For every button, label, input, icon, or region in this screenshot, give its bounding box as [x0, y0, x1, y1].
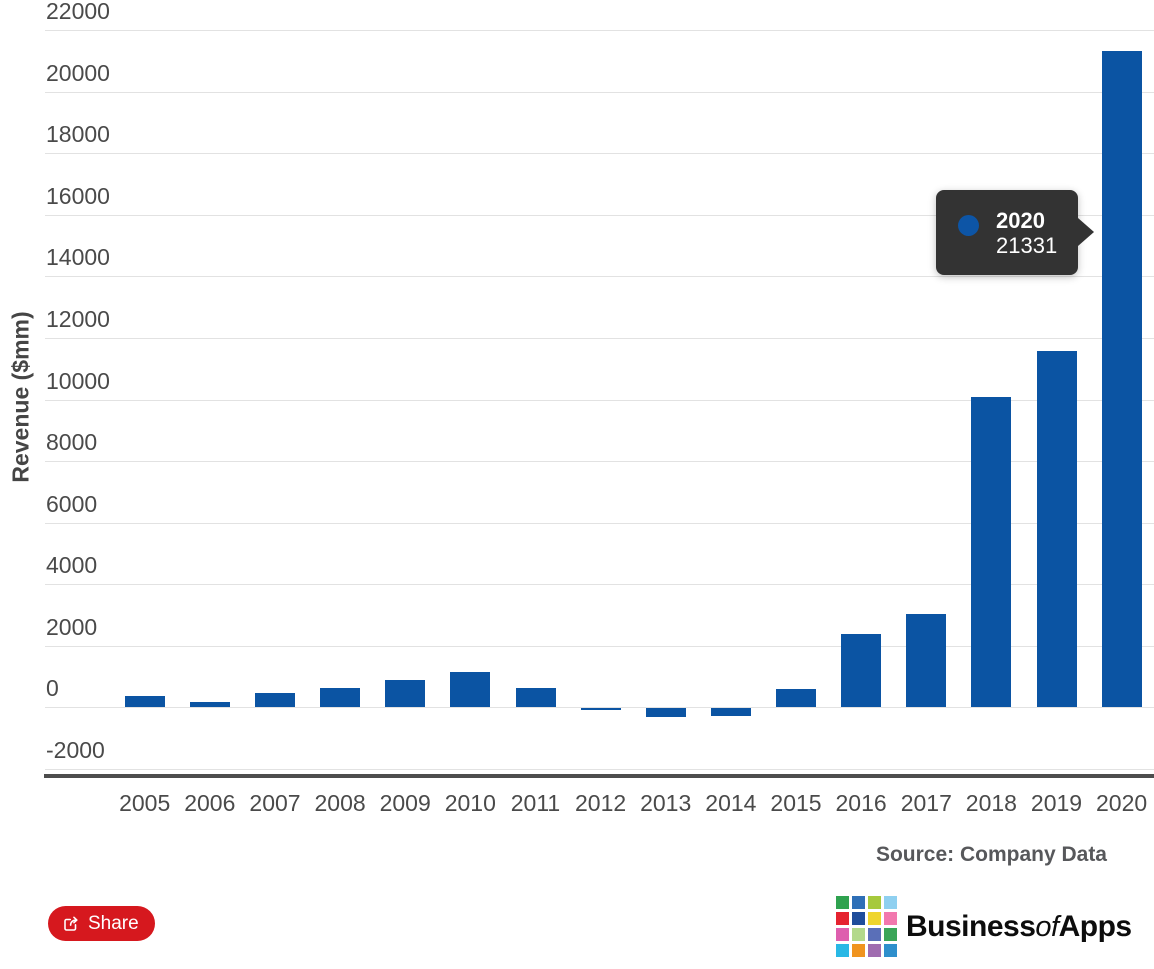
- share-icon: [64, 916, 78, 931]
- bar-2018[interactable]: [971, 397, 1012, 708]
- logo-grid-square: [868, 896, 881, 909]
- x-tick-label-2008: 2008: [314, 790, 366, 816]
- bar-2014[interactable]: [710, 708, 751, 716]
- share-button[interactable]: Share: [48, 906, 155, 941]
- x-tick-label-2006: 2006: [184, 790, 236, 816]
- y-tick-label: 10000: [46, 367, 110, 394]
- logo-grid-icon: [836, 896, 897, 957]
- y-tick-label: 2000: [46, 613, 98, 640]
- bar-2015[interactable]: [776, 689, 816, 708]
- x-tick-label-2015: 2015: [770, 790, 822, 816]
- x-axis-line: [44, 774, 1154, 778]
- series-marker-dot-icon: [958, 215, 979, 236]
- source-caption: Source: Company Data: [875, 843, 1107, 866]
- x-tick-label-2012: 2012: [575, 790, 627, 816]
- gridline: [45, 399, 1154, 401]
- gridline: [45, 707, 1154, 709]
- x-tick-label-2017: 2017: [900, 790, 952, 816]
- gridline: [45, 522, 1154, 524]
- logo-grid-square: [836, 896, 849, 909]
- logo-grid-square: [836, 944, 849, 957]
- y-tick-label: 4000: [46, 552, 98, 579]
- gridline: [45, 337, 1154, 339]
- logo-grid-square: [868, 912, 881, 925]
- gridline: [45, 91, 1154, 93]
- bar-2005[interactable]: [124, 696, 165, 708]
- logo-grid-square: [884, 928, 897, 941]
- bar-2006[interactable]: [189, 701, 230, 708]
- y-tick-label: 0: [46, 675, 59, 702]
- tooltip-value: 21331: [996, 233, 1058, 258]
- bar-2019[interactable]: [1036, 350, 1077, 708]
- gridline: [45, 461, 1154, 463]
- y-axis-title: Revenue ($mm): [7, 311, 34, 483]
- logo-grid-square: [852, 928, 865, 941]
- logo-grid-square: [868, 944, 881, 957]
- y-tick-label: -2000: [46, 737, 105, 763]
- gridline: [45, 30, 1154, 31]
- logo-grid-square: [836, 912, 849, 925]
- tooltip-category: 2020: [996, 208, 1045, 233]
- logo-word-business: Business: [906, 909, 1036, 943]
- x-tick-label-2011: 2011: [510, 790, 561, 816]
- bar-2011[interactable]: [515, 688, 556, 708]
- y-tick-label: 12000: [46, 305, 110, 332]
- logo-grid-square: [836, 928, 849, 941]
- logo-grid-square: [852, 944, 865, 957]
- bar-2016[interactable]: [841, 634, 882, 708]
- bar-2012[interactable]: [580, 708, 621, 711]
- y-tick-label: 6000: [46, 490, 98, 517]
- businessofapps-logo: BusinessofApps: [836, 896, 1132, 957]
- bar-2010[interactable]: [450, 671, 491, 708]
- logo-wordmark: BusinessofApps: [906, 910, 1132, 944]
- logo-grid-square: [852, 896, 865, 909]
- bar-2008[interactable]: [320, 687, 361, 708]
- x-tick-label-2013: 2013: [640, 790, 692, 816]
- x-tick-label-2016: 2016: [835, 790, 887, 816]
- logo-grid-square: [884, 944, 897, 957]
- gridline: [45, 584, 1154, 586]
- gridline: [45, 214, 1154, 216]
- logo-word-of: of: [1035, 910, 1059, 943]
- x-tick-label-2018: 2018: [965, 790, 1017, 816]
- gridline: [45, 645, 1154, 647]
- gridline: [45, 276, 1154, 278]
- logo-grid-square: [884, 896, 897, 909]
- x-tick-label-2019: 2019: [1030, 790, 1083, 816]
- gridline: [45, 769, 1154, 770]
- logo-grid-square: [884, 912, 897, 925]
- x-tick-label-2020: 2020: [1096, 790, 1148, 816]
- y-tick-label: 14000: [46, 244, 110, 271]
- bar-2007[interactable]: [255, 692, 295, 708]
- x-tick-label-2010: 2010: [444, 790, 496, 816]
- tooltip: 2020 21331: [936, 190, 1078, 275]
- x-tick-label-2005: 2005: [119, 790, 171, 816]
- share-button-label: Share: [88, 912, 139, 934]
- y-tick-label: 20000: [46, 59, 110, 86]
- y-tick-label: 22000: [46, 0, 110, 24]
- y-tick-label: 16000: [46, 182, 110, 209]
- logo-word-apps: Apps: [1058, 909, 1133, 943]
- x-tick-label-2014: 2014: [705, 790, 757, 816]
- tooltip-pointer-icon: [1078, 218, 1094, 246]
- y-tick-label: 18000: [46, 121, 110, 148]
- logo-grid-square: [852, 912, 865, 925]
- bar-2009[interactable]: [385, 679, 426, 708]
- x-tick-label-2009: 2009: [379, 790, 431, 816]
- x-tick-label-2007: 2007: [249, 790, 301, 816]
- tooltip-text: 2020 21331: [996, 208, 1057, 258]
- y-tick-label: 8000: [46, 429, 98, 456]
- gridline: [45, 153, 1154, 155]
- bar-2017[interactable]: [906, 614, 947, 708]
- bar-2020[interactable]: [1101, 50, 1142, 708]
- bar-2013[interactable]: [645, 708, 686, 717]
- logo-grid-square: [868, 928, 881, 941]
